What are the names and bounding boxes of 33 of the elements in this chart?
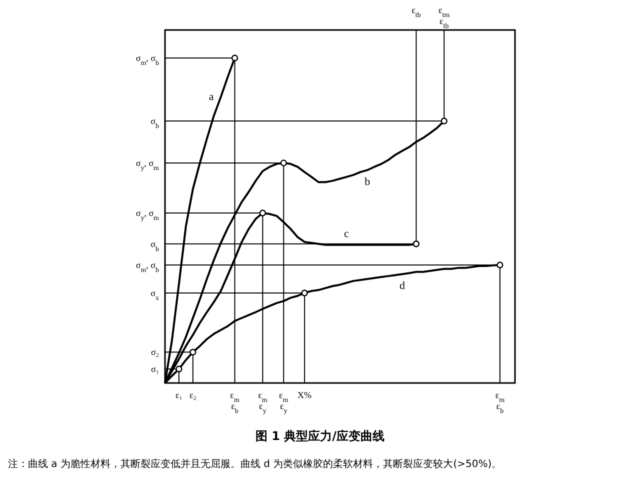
category-label: ε$_{m}$ ε$_{y}$ [279, 390, 288, 415]
series-label: c [344, 228, 349, 240]
text: 注：曲线 a 为脆性材料，其断裂应变低并且无屈服。曲线 d 为类似橡胶的柔软材料，其断裂应变较大(>50%)。 [8, 458, 503, 471]
category-label: ε$_{m}$ ε$_{b}$ [230, 390, 240, 415]
x-tick-label: ε₂ [189, 390, 196, 400]
point [412, 240, 420, 248]
series-label: d [399, 280, 406, 292]
ref-line-label: σ₁ [151, 364, 159, 374]
point [259, 210, 266, 216]
point [280, 160, 287, 166]
series-label: b [364, 176, 371, 188]
point [231, 54, 238, 62]
annotation: ε$_{tm}$ ε$_{tb}$ [438, 5, 450, 30]
ref-line-label: σ₂ [151, 347, 159, 358]
ref-line-label: σ$_{b}$ [150, 238, 160, 253]
category-label: ε$_{m}$ ε$_{b}$ [495, 390, 505, 415]
annotation: ε$_{tb}$ [412, 5, 422, 19]
point [190, 348, 196, 356]
ref-line-label: σ$_{y}$, σ$_{m}$ [136, 208, 160, 222]
series-label: a [208, 90, 214, 103]
point [301, 290, 308, 296]
category-label: ε$_{m}$ ε$_{y}$ [258, 390, 268, 415]
point [496, 262, 504, 268]
ref-line-label: σ$_{m}$, σ$_{b}$ [136, 260, 160, 274]
ref-line-label: σ$_{m}$, σ$_{b}$ [136, 52, 160, 67]
point [176, 366, 182, 372]
point [440, 118, 448, 124]
ref-line-label: σ$_{x}$ [150, 288, 160, 302]
text: 图 1 典型应力/应变曲线 [254, 428, 386, 445]
ref-line-label: σ$_{b}$ [150, 116, 160, 130]
x-tick-label: X% [298, 390, 312, 400]
ref-line-label: σ$_{y}$, σ$_{m}$ [136, 158, 160, 172]
x-tick-label: ε₁ [175, 390, 182, 400]
